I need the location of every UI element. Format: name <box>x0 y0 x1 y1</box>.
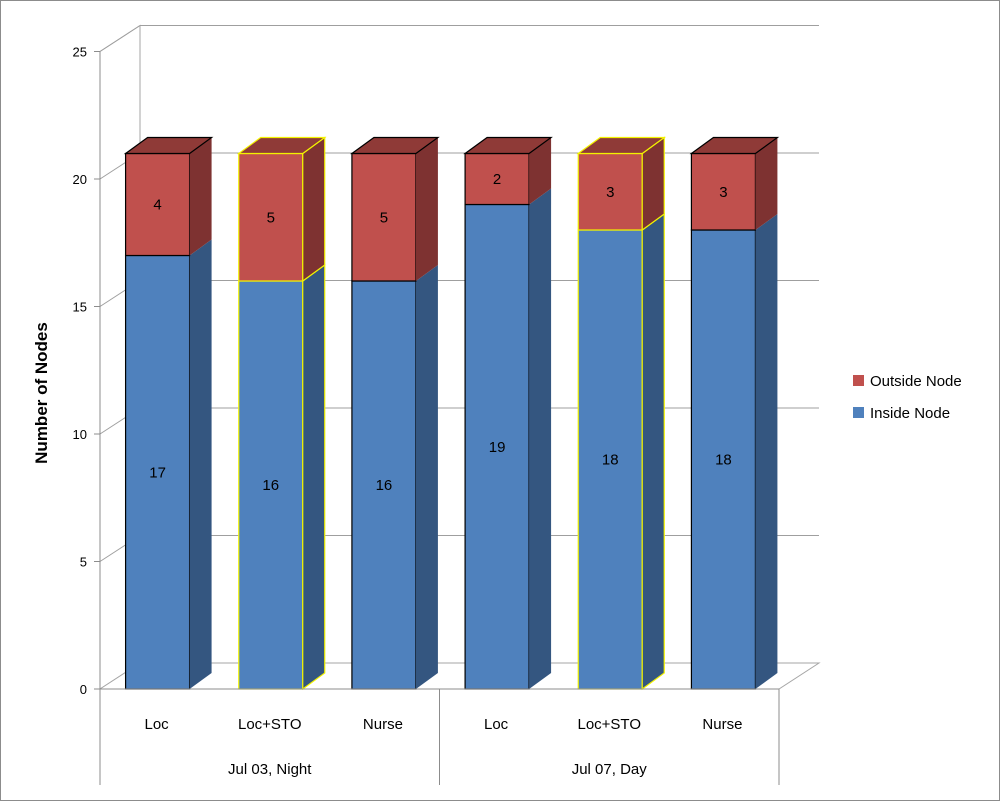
bar-top-face <box>350 136 440 155</box>
data-label: 18 <box>715 452 732 469</box>
bar-stack: 17 4 <box>123 136 214 690</box>
bar-segment-front <box>238 152 304 282</box>
y-tick-label: 15 <box>73 300 87 315</box>
bar-segment-side <box>529 137 552 205</box>
data-label: 2 <box>493 171 501 188</box>
legend: Outside Node Inside Node <box>853 373 962 422</box>
bar-top-face <box>123 136 214 155</box>
bar-segment-side <box>302 263 326 691</box>
bar-segment-side <box>189 137 212 256</box>
x-axis: Loc Loc+STO Nurse Loc Loc+STO Nurse Jul 03, Ni… <box>99 688 780 785</box>
legend-swatch <box>853 407 864 418</box>
x-tick-label: Loc <box>484 716 509 733</box>
bar-stack: 16 5 <box>350 136 440 690</box>
bars: 17 4 16 5 16 5 19 2 18 3 18 3 <box>123 136 780 691</box>
y-tick-label: 25 <box>73 45 87 60</box>
y-axis-label: Number of Nodes <box>32 322 51 464</box>
bar-segment-front <box>351 280 417 690</box>
legend-label: Outside Node <box>870 373 962 390</box>
data-label: 5 <box>380 209 388 226</box>
bar-stack: 18 3 <box>689 136 780 690</box>
legend-label: Inside Node <box>870 405 950 422</box>
bar-segment-side <box>189 239 212 689</box>
x-tick-label: Loc <box>144 716 169 733</box>
x-group-label: Jul 07, Day <box>572 761 648 778</box>
bar-top-face <box>236 136 327 155</box>
y-tick-label: 5 <box>80 555 87 570</box>
y-axis-ticks: 0 5 10 15 20 25 <box>73 45 101 697</box>
legend-swatch <box>853 375 864 386</box>
bar-segment-side <box>755 137 778 230</box>
data-label: 4 <box>153 197 161 214</box>
bar-segment-side <box>755 214 778 689</box>
bar-segment-front <box>690 152 757 231</box>
x-tick-label: Loc+STO <box>238 716 302 733</box>
x-tick-label: Nurse <box>702 716 742 733</box>
data-label: 3 <box>719 184 727 201</box>
y-tick-label: 0 <box>80 682 87 697</box>
bar-segment-side <box>415 137 438 281</box>
data-label: 17 <box>149 464 166 481</box>
x-group-label: Jul 03, Night <box>228 761 312 778</box>
bar-stack: 18 3 <box>576 136 667 691</box>
data-label: 16 <box>262 477 279 494</box>
bar-segment-side <box>529 188 552 689</box>
bar-segment-side <box>415 265 438 689</box>
data-label: 3 <box>606 184 614 201</box>
bar-top-face <box>463 136 553 155</box>
bar-top-face <box>689 136 780 155</box>
bar-segment-front <box>577 229 643 690</box>
bar-stack: 19 2 <box>463 136 553 690</box>
data-label: 19 <box>489 439 506 456</box>
x-tick-label: Loc+STO <box>577 716 641 733</box>
bar-segment-front <box>351 152 417 282</box>
bar-stack: 16 5 <box>236 136 327 691</box>
data-label: 16 <box>376 477 393 494</box>
bar-segment-front <box>577 152 643 231</box>
data-label: 18 <box>602 452 619 469</box>
y-tick-label: 10 <box>73 427 87 442</box>
bar-segment-side <box>641 212 665 691</box>
bar-segment-side <box>302 136 326 283</box>
y-tick-label: 20 <box>73 172 87 187</box>
x-tick-label: Nurse <box>363 716 403 733</box>
gridline-diagonal <box>99 25 141 52</box>
bar-top-face <box>576 136 667 155</box>
data-label: 5 <box>267 209 275 226</box>
